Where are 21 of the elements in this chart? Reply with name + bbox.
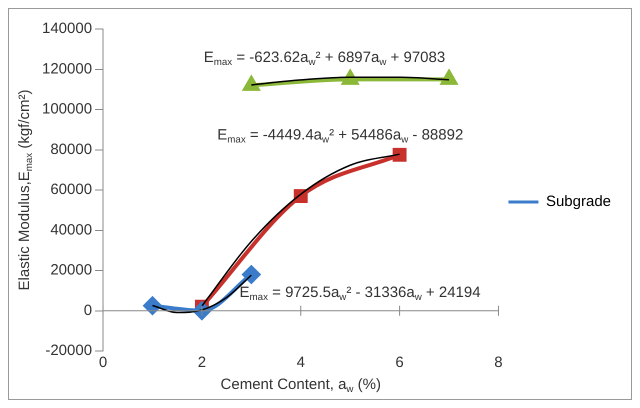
point	[440, 70, 458, 85]
y-tick-label: 20000	[50, 262, 92, 279]
point	[143, 296, 162, 315]
y-tick-label: 140000	[42, 20, 92, 38]
x-tick-label: 6	[395, 354, 404, 372]
y-tick-label: -20000	[45, 342, 92, 360]
point	[242, 266, 260, 284]
y-tick-label: 60000	[50, 181, 92, 198]
y-tick-label: 100000	[42, 100, 92, 118]
x-tick-label: 2	[198, 354, 206, 372]
x-tick-label: 0	[98, 354, 108, 372]
point	[243, 76, 260, 91]
y-tick-label: 80000	[50, 140, 92, 158]
y-tick-label: 120000	[42, 60, 92, 78]
y-tick-label: 0	[84, 302, 92, 319]
y-tick-label: 40000	[50, 221, 92, 238]
legend-label: Subgrade	[546, 193, 612, 210]
x-tick-label: 8	[494, 354, 503, 372]
x-tick-label: 4	[296, 354, 305, 372]
y-axis-title: Elastic Modulus,Emax (kgf/cm²)	[16, 90, 36, 290]
point	[392, 148, 407, 162]
